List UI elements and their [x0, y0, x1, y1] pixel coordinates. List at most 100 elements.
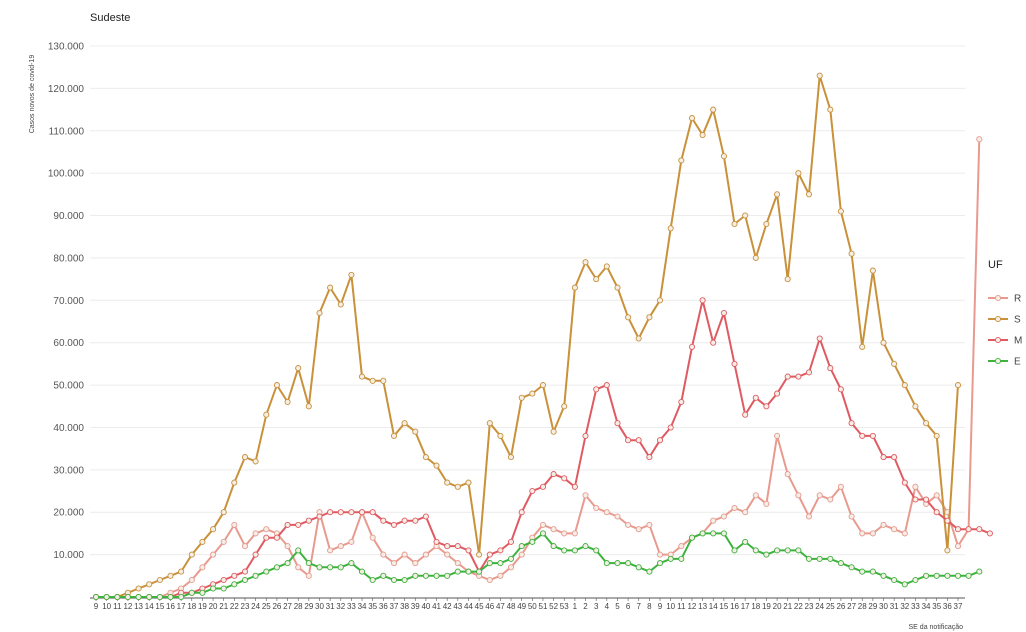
data-point	[316, 513, 323, 520]
data-point	[603, 560, 610, 567]
data-point	[582, 259, 589, 266]
data-point	[986, 530, 993, 537]
series-line	[96, 299, 991, 598]
x-tick-label: 43	[453, 602, 462, 611]
data-point	[252, 551, 259, 558]
data-point	[837, 386, 844, 393]
data-point	[358, 509, 366, 516]
data-point	[507, 538, 515, 545]
data-point	[625, 521, 632, 528]
data-point	[220, 576, 227, 584]
data-point	[954, 572, 962, 579]
data-point	[816, 335, 823, 342]
data-point	[273, 534, 280, 541]
data-point	[380, 377, 387, 384]
data-point	[284, 560, 291, 567]
grid-layer	[90, 45, 965, 556]
x-tick-label: 51	[539, 602, 548, 611]
data-point	[465, 568, 472, 575]
data-point	[348, 538, 355, 545]
x-tick-label: 32	[900, 602, 909, 611]
series-line	[96, 74, 959, 598]
data-point	[305, 572, 312, 579]
x-tick-label: 22	[230, 602, 239, 611]
data-point	[731, 220, 738, 228]
data-point	[497, 560, 504, 567]
x-tick-label: 50	[528, 602, 537, 611]
data-point	[412, 428, 419, 435]
data-point	[678, 543, 685, 550]
x-tick-label: 12	[687, 602, 696, 611]
x-tick-label: 9	[658, 602, 663, 611]
data-point	[805, 191, 813, 198]
data-point	[337, 301, 344, 308]
x-tick-label: 29	[868, 602, 877, 611]
data-point	[401, 517, 408, 524]
data-point	[816, 72, 823, 79]
data-point	[188, 551, 195, 558]
x-tick-label: 37	[390, 602, 399, 611]
x-tick-label: 34	[358, 602, 367, 611]
data-point	[539, 530, 547, 537]
data-point	[805, 513, 813, 520]
data-point	[305, 560, 312, 567]
x-tick-label: 23	[805, 602, 814, 611]
data-point	[550, 526, 557, 533]
x-tick-label: 48	[507, 602, 516, 611]
data-point	[518, 551, 525, 558]
data-point	[837, 560, 844, 567]
data-point	[241, 454, 249, 461]
x-tick-label: 10	[666, 602, 675, 611]
data-point	[763, 220, 770, 228]
data-point	[433, 538, 440, 545]
data-point	[923, 496, 930, 503]
data-point	[880, 521, 887, 528]
data-point	[284, 543, 291, 550]
data-point	[731, 360, 738, 367]
x-tick-label: 25	[262, 602, 271, 611]
x-tick-label: 27	[847, 602, 856, 611]
data-point	[710, 517, 717, 524]
data-point	[571, 483, 578, 490]
data-point	[497, 572, 504, 579]
data-point	[603, 263, 610, 270]
x-tick-label: 21	[783, 602, 792, 611]
data-point	[774, 547, 781, 554]
data-point	[742, 509, 749, 516]
data-point	[316, 309, 323, 317]
x-tick-label: 19	[762, 602, 771, 611]
x-tick-label: 39	[411, 602, 420, 611]
data-point	[976, 526, 983, 533]
data-point	[933, 432, 940, 439]
data-point	[901, 382, 908, 389]
data-point	[593, 504, 600, 512]
data-point	[571, 547, 578, 554]
x-tick-label: 49	[517, 602, 526, 611]
data-point	[933, 572, 940, 579]
x-tick-label: 32	[336, 602, 345, 611]
series-e	[92, 530, 983, 601]
data-point	[199, 589, 206, 596]
y-tick-label: 80.000	[53, 253, 84, 264]
x-tick-label: 26	[836, 602, 845, 611]
data-point	[678, 157, 685, 164]
data-point	[816, 555, 823, 562]
data-point	[284, 398, 291, 406]
data-point	[327, 509, 334, 516]
y-tick-label: 90.000	[53, 211, 84, 222]
legend-label: R	[1014, 294, 1021, 305]
data-point	[912, 496, 919, 503]
data-point	[625, 314, 632, 321]
data-point	[507, 454, 515, 461]
data-point	[710, 106, 717, 113]
data-point	[816, 492, 823, 499]
data-point	[635, 335, 642, 342]
data-point	[561, 530, 568, 537]
data-point	[465, 479, 472, 486]
data-point	[603, 509, 610, 516]
data-point	[369, 509, 376, 516]
data-point	[241, 543, 249, 550]
data-point	[933, 492, 940, 499]
data-point	[635, 437, 642, 444]
data-point	[837, 483, 844, 490]
